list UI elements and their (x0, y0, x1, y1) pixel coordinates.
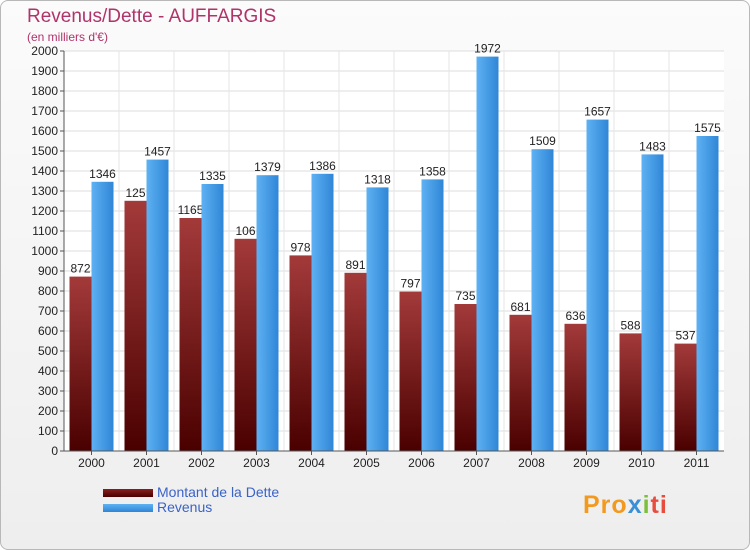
y-tick-label: 400 (38, 364, 58, 378)
bar-revenus (366, 187, 389, 451)
bar-revenus (146, 159, 169, 451)
data-label-dette: 588 (620, 318, 640, 332)
data-label-dette: 797 (400, 277, 420, 291)
y-tick-label: 100 (38, 424, 58, 438)
bar-dette (69, 276, 92, 451)
y-tick-label: 1200 (31, 204, 58, 218)
bar-revenus (531, 149, 554, 451)
data-label-dette: 872 (70, 262, 90, 276)
data-label-dette: 636 (565, 309, 585, 323)
y-tick-label: 2000 (31, 44, 58, 58)
bar-revenus (421, 179, 444, 451)
logo-part-4: ti (650, 491, 668, 519)
y-tick-label: 900 (38, 264, 58, 278)
x-tick-label: 2001 (133, 456, 160, 470)
bar-dette (454, 304, 477, 451)
data-label-revenus: 1318 (364, 172, 391, 186)
legend-label-dette: Montant de la Dette (157, 484, 280, 500)
bar-dette (234, 238, 257, 451)
bar-dette (564, 323, 587, 451)
y-tick-label: 800 (38, 284, 58, 298)
legend-swatch-revenus (103, 504, 153, 512)
x-tick-label: 2003 (243, 456, 270, 470)
y-tick-label: 1300 (31, 184, 58, 198)
y-tick-label: 1700 (31, 104, 58, 118)
data-label-dette: 978 (290, 240, 310, 254)
y-tick-label: 200 (38, 404, 58, 418)
bar-layer: 872 1346 125 1457 1165 1335 106 1379 978 1386 891 1… (69, 42, 721, 452)
bar-revenus (201, 184, 224, 451)
bar-dette (344, 272, 367, 451)
data-label-revenus: 1346 (89, 167, 116, 181)
data-label-revenus: 1483 (639, 139, 666, 153)
y-tick-label: 600 (38, 324, 58, 338)
x-tick-label: 2006 (408, 456, 435, 470)
bar-dette (674, 343, 697, 451)
y-tick-label: 1800 (31, 84, 58, 98)
data-label-dette: 125 (125, 186, 145, 200)
chart-title: Revenus/Dette - AUFFARGIS (27, 6, 277, 27)
data-label-revenus: 1575 (694, 121, 721, 135)
bar-dette (124, 200, 147, 451)
x-tick-label: 2011 (684, 456, 710, 470)
y-tick-label: 1500 (31, 144, 58, 158)
y-tick-label: 1100 (32, 224, 58, 238)
y-tick-label: 1000 (31, 244, 58, 258)
y-tick-label: 300 (38, 384, 58, 398)
bar-revenus (586, 119, 609, 451)
data-label-revenus: 1335 (199, 169, 226, 183)
bar-revenus (476, 56, 499, 451)
data-label-dette: 1165 (178, 203, 204, 217)
x-tick-label: 2000 (78, 456, 105, 470)
y-tick-label: 1400 (31, 164, 58, 178)
data-label-revenus: 1358 (419, 164, 446, 178)
data-label-dette: 681 (510, 300, 530, 314)
bar-dette (179, 218, 202, 451)
bar-dette (619, 333, 642, 451)
data-label-dette: 735 (455, 289, 475, 303)
chart-subtitle: (en milliers d'€) (27, 30, 108, 44)
bar-revenus (256, 175, 279, 451)
data-label-dette: 891 (345, 258, 365, 272)
x-tick-label: 2008 (518, 456, 545, 470)
grid-layer (64, 50, 724, 452)
axis-layer: 0 100 200 300 400 500 600 700 800 900 1000 1100 1200… (31, 44, 724, 470)
x-tick-label: 2004 (298, 456, 325, 470)
data-label-dette: 106 (235, 224, 255, 238)
data-label-revenus: 1457 (144, 145, 171, 159)
data-label-revenus: 1509 (529, 134, 556, 148)
bar-dette (509, 314, 532, 451)
data-label-revenus: 1379 (254, 160, 281, 174)
logo-part-1: Pro (583, 491, 628, 519)
logo-part-3: i (642, 491, 651, 519)
data-label-revenus: 1386 (309, 159, 336, 173)
logo-part-2: x (627, 491, 643, 519)
bar-dette (289, 255, 312, 451)
x-tick-label: 2005 (353, 456, 380, 470)
legend-swatch-dette (103, 489, 153, 497)
x-tick-label: 2010 (628, 456, 655, 470)
x-tick-label: 2002 (188, 456, 215, 470)
y-tick-label: 700 (38, 304, 58, 318)
y-tick-label: 500 (38, 344, 58, 358)
bar-dette (399, 291, 422, 451)
bar-revenus (696, 136, 719, 451)
x-tick-label: 2007 (463, 456, 490, 470)
data-label-revenus: 1972 (474, 42, 501, 56)
legend-label-revenus: Revenus (157, 499, 213, 515)
bar-revenus (641, 154, 664, 451)
data-label-dette: 537 (675, 329, 695, 343)
bar-revenus (311, 173, 334, 452)
bar-revenus (91, 181, 114, 452)
data-label-revenus: 1657 (584, 105, 611, 119)
y-tick-label: 1900 (31, 64, 58, 78)
x-tick-label: 2009 (573, 456, 600, 470)
y-tick-label: 0 (51, 444, 58, 458)
proxiti-logo: Proxiti (583, 491, 668, 520)
y-tick-label: 1600 (31, 124, 58, 138)
